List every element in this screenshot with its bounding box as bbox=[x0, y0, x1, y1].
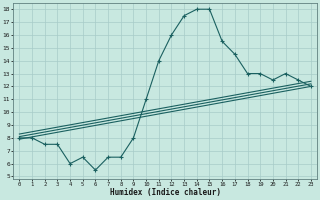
X-axis label: Humidex (Indice chaleur): Humidex (Indice chaleur) bbox=[110, 188, 220, 197]
